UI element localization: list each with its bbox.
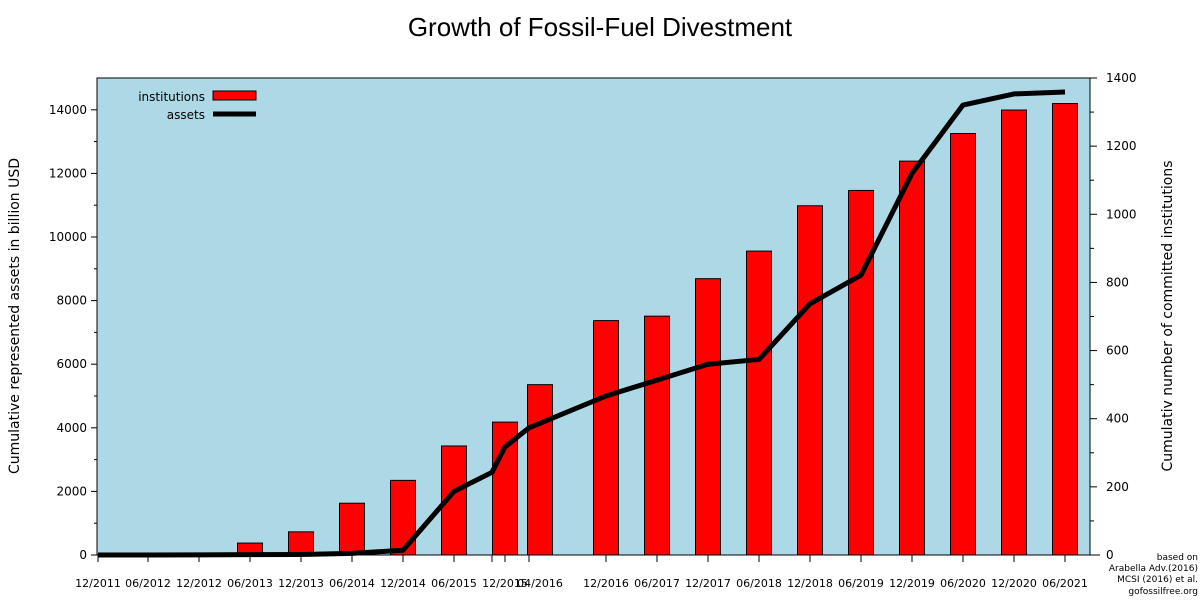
credit-line: based on <box>1156 553 1198 563</box>
x-tick-label: 06/2017 <box>634 577 680 590</box>
x-tick-label: 06/2015 <box>431 577 477 590</box>
x-tick-label: 12/2015 <box>482 577 528 590</box>
x-tick-label: 12/2020 <box>991 577 1037 590</box>
x-tick-label: 12/2011 <box>75 577 121 590</box>
y2-tick-label: 200 <box>1106 480 1129 494</box>
y2-tick-label: 1000 <box>1106 207 1137 221</box>
credit-line: gofossilfree.org <box>1128 586 1198 597</box>
x-tick-label: 06/2020 <box>940 577 986 590</box>
bar <box>339 502 365 556</box>
bar <box>1001 109 1027 556</box>
bar <box>593 320 619 556</box>
x-tick-label: 06/2019 <box>838 577 884 590</box>
x-tick-label: 06/2013 <box>227 577 273 590</box>
y-tick-label: 10000 <box>49 230 87 244</box>
x-tick-label: 06/2021 <box>1042 577 1088 590</box>
x-tick-label: 12/2013 <box>278 577 324 590</box>
bar <box>848 189 874 556</box>
bar <box>950 133 976 556</box>
x-tick-label: 12/2017 <box>685 577 731 590</box>
bar <box>527 384 553 556</box>
bar <box>746 250 772 556</box>
x-tick-label: 06/2014 <box>329 577 375 590</box>
y2-axis-title: Cumulativ number of committed institutio… <box>1160 160 1176 471</box>
credit-line: Arabella Adv.(2016) <box>1108 564 1198 575</box>
x-tick-label: 12/2019 <box>889 577 935 590</box>
bar <box>644 315 670 556</box>
legend-label-assets: assets <box>167 108 205 122</box>
y-tick-label: 14000 <box>49 103 87 117</box>
legend-swatch-institutions <box>212 90 257 101</box>
y2-tick-label: 800 <box>1106 275 1129 289</box>
y-tick-label: 8000 <box>56 294 87 308</box>
x-tick-label: 04/2016 <box>517 577 563 590</box>
x-tick-label: 12/2018 <box>787 577 833 590</box>
y-tick-label: 6000 <box>56 357 87 371</box>
legend-label-institutions: institutions <box>138 90 205 104</box>
x-tick-label: 12/2014 <box>380 577 426 590</box>
bar <box>695 278 721 556</box>
credit-line: MCSI (2016) et al. <box>1117 575 1198 586</box>
y2-tick-label: 400 <box>1106 412 1129 426</box>
y-tick-label: 4000 <box>56 421 87 435</box>
bar <box>797 205 823 556</box>
y-tick-label: 12000 <box>49 166 87 180</box>
y-tick-label: 0 <box>79 548 87 562</box>
y-axis-title: Cumulative represented assets in billion… <box>7 158 23 474</box>
source-credit: based on Arabella Adv.(2016) MCSI (2016)… <box>1109 553 1198 598</box>
bar <box>1052 103 1078 556</box>
x-tick-label: 06/2012 <box>125 577 171 590</box>
y2-tick-label: 600 <box>1106 344 1129 358</box>
x-tick-label: 12/2012 <box>176 577 222 590</box>
x-tick-label: 12/2016 <box>583 577 629 590</box>
chart-title: Growth of Fossil-Fuel Divestment <box>407 12 793 42</box>
bar <box>899 160 925 556</box>
y2-tick-label: 1200 <box>1106 139 1137 153</box>
x-tick-label: 06/2018 <box>736 577 782 590</box>
bar <box>288 531 314 556</box>
y2-tick-label: 1400 <box>1106 71 1137 85</box>
y2-tick-label: 0 <box>1106 548 1114 562</box>
y-tick-label: 2000 <box>56 484 87 498</box>
